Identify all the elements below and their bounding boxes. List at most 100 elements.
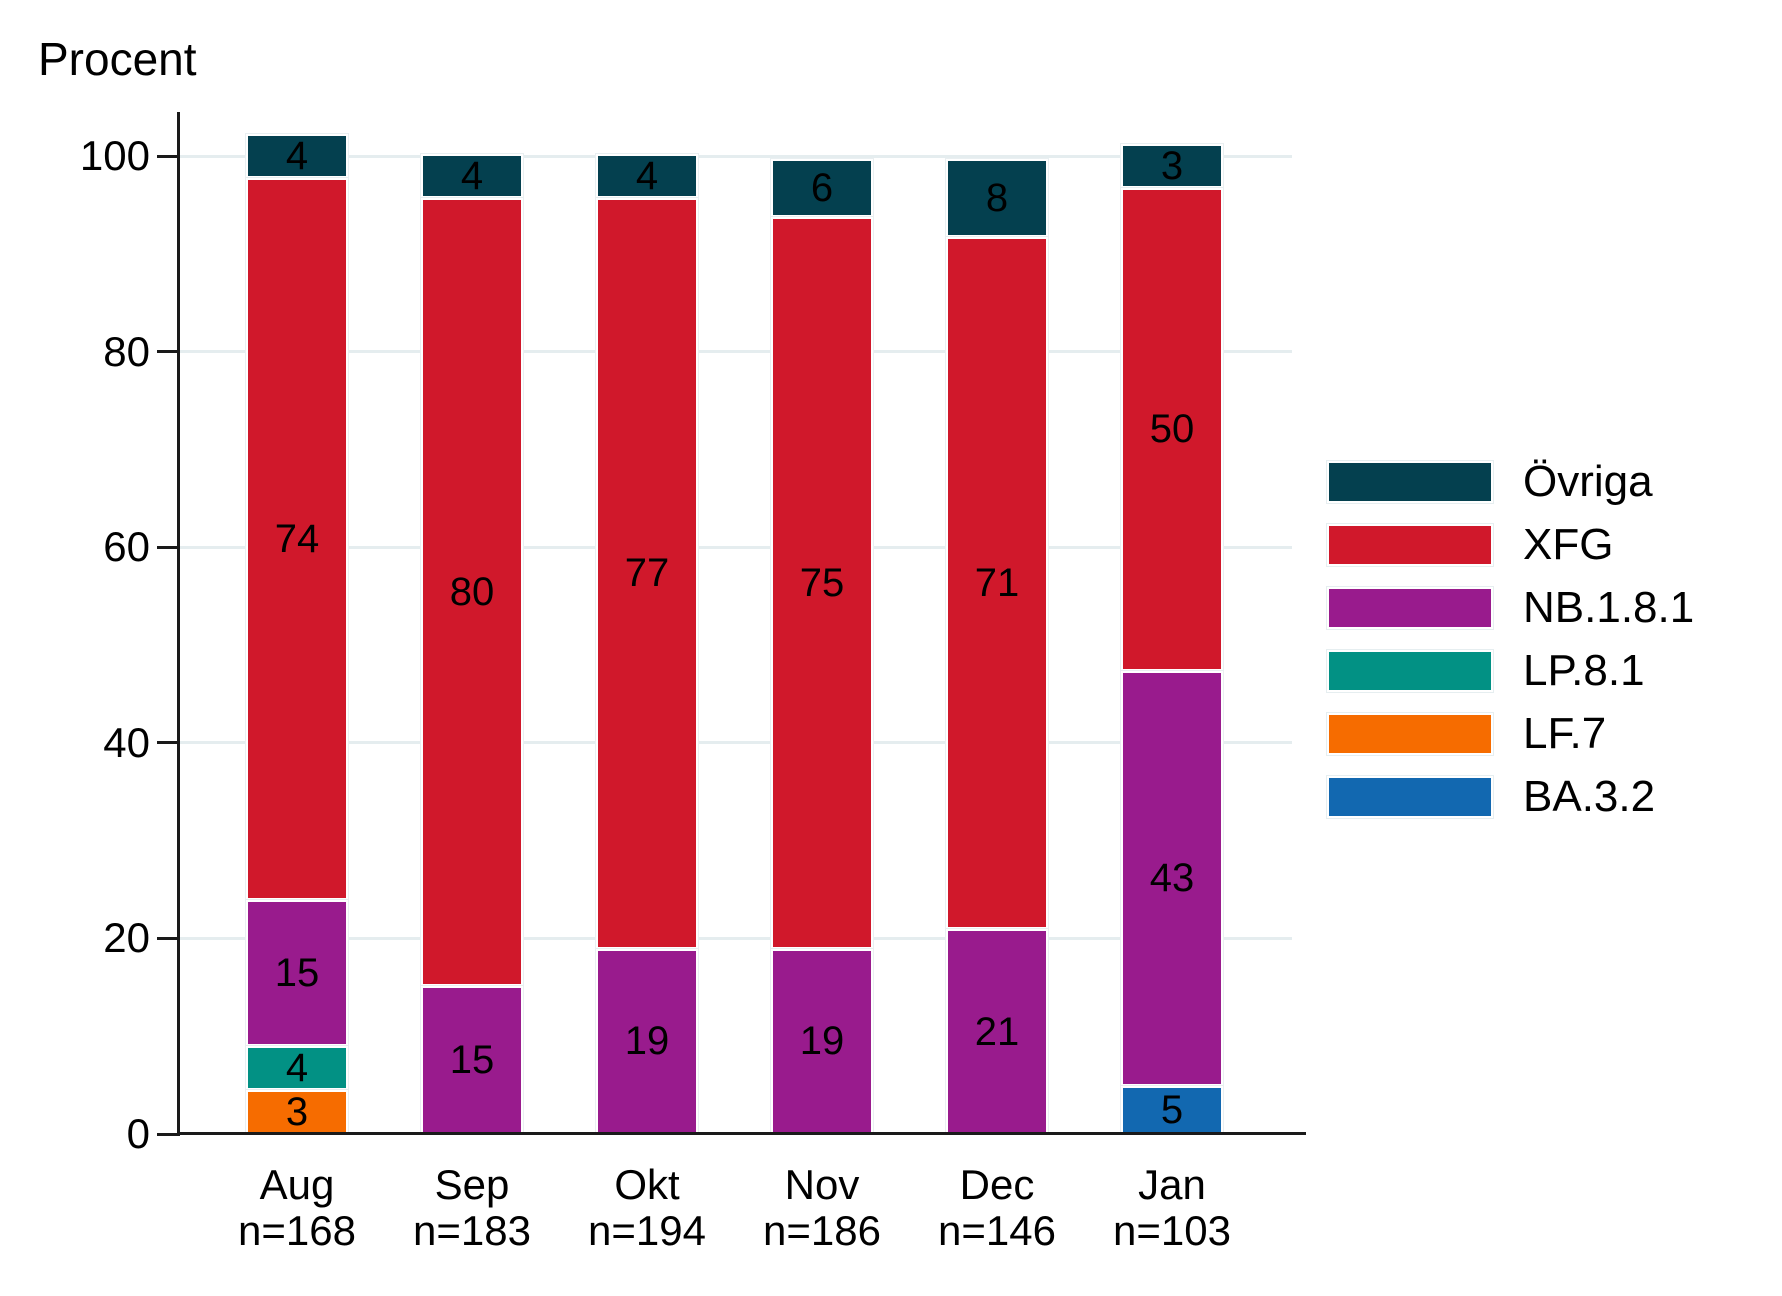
y-axis-line: [177, 112, 180, 1136]
segment-lp-8-1-aug: 4: [246, 1045, 348, 1090]
legend-item-nb-1-8-1: NB.1.8.1: [1327, 583, 1695, 632]
segment-nb-1-8-1-jan: 43: [1121, 670, 1223, 1086]
legend-label: LP.8.1: [1523, 646, 1645, 695]
segment-value-label: 5: [1160, 1087, 1184, 1132]
bar-okt: 19 77 4: [596, 153, 698, 1134]
segment-value-label: 8: [985, 175, 1009, 220]
segment-xfg-jan: 50: [1121, 187, 1223, 671]
y-tick-label-40: 40: [103, 718, 150, 766]
x-label-n: n=194: [588, 1207, 706, 1255]
legend-label: Övriga: [1523, 457, 1653, 506]
y-tick-label-100: 100: [79, 132, 150, 179]
gridline-20: [179, 936, 1292, 940]
segment-value-label: 77: [624, 551, 670, 596]
y-tick-label-60: 60: [103, 523, 150, 571]
segment-vriga-dec: 8: [946, 158, 1048, 237]
segment-value-label: 21: [974, 1009, 1020, 1054]
legend-label: BA.3.2: [1523, 772, 1656, 821]
legend-swatch-xfg: [1327, 524, 1493, 566]
x-axis-label-sep: Sep n=183: [372, 1161, 572, 1255]
gridline-60: [179, 545, 1292, 549]
segment-value-label: 4: [285, 1045, 309, 1090]
y-tick-60: [157, 545, 178, 549]
segment-value-label: 6: [810, 166, 834, 211]
segment-value-label: 19: [799, 1019, 845, 1064]
segment-value-label: 43: [1149, 856, 1195, 901]
gridline-40: [179, 741, 1292, 745]
y-tick-label-20: 20: [103, 914, 150, 962]
x-label-n: n=103: [1113, 1207, 1231, 1255]
x-label-month: Nov: [784, 1161, 860, 1208]
segment-xfg-dec: 71: [946, 236, 1048, 930]
legend-item-vriga: Övriga: [1327, 457, 1694, 506]
segment-ba-3-2-jan: 5: [1121, 1085, 1223, 1134]
y-tick-80: [157, 350, 178, 354]
x-axis-label-nov: Nov n=186: [722, 1161, 922, 1255]
y-tick-label-80: 80: [103, 327, 150, 375]
legend: Övriga XFG NB.1.8.1 LP.8.1 LF.7 BA.3.2: [1327, 457, 1695, 839]
segment-lf-7-aug: 3: [246, 1089, 348, 1134]
segment-nb-1-8-1-sep: 15: [421, 986, 523, 1134]
x-axis-label-okt: Okt n=194: [547, 1161, 747, 1255]
x-label-month: Aug: [259, 1161, 335, 1208]
legend-swatch-lp-8-1: [1327, 650, 1493, 692]
legend-swatch-nb-1-8-1: [1327, 587, 1493, 629]
x-axis-line: [177, 1132, 1306, 1135]
segment-vriga-nov: 6: [771, 158, 873, 218]
legend-swatch-vriga: [1327, 461, 1493, 503]
segment-value-label: 50: [1149, 407, 1195, 452]
x-label-month: Okt: [614, 1161, 680, 1208]
segment-xfg-nov: 75: [771, 217, 873, 949]
y-tick-label-0: 0: [126, 1110, 150, 1157]
legend-label: NB.1.8.1: [1523, 583, 1695, 632]
segment-value-label: 74: [274, 516, 320, 561]
legend-item-xfg: XFG: [1327, 520, 1694, 569]
y-tick-100: [157, 154, 178, 158]
legend-swatch-lf-7: [1327, 713, 1493, 755]
segment-nb-1-8-1-okt: 19: [596, 948, 698, 1134]
segment-value-label: 4: [285, 134, 309, 179]
bar-nov: 19 75 6: [771, 158, 873, 1134]
x-label-n: n=186: [763, 1207, 881, 1255]
x-label-month: Sep: [434, 1161, 510, 1208]
segment-value-label: 15: [449, 1038, 495, 1083]
segment-value-label: 4: [635, 153, 659, 198]
gridline-80: [179, 350, 1292, 354]
legend-label: XFG: [1523, 520, 1614, 569]
segment-value-label: 4: [460, 154, 484, 199]
y-tick-0: [157, 1132, 178, 1136]
segment-vriga-aug: 4: [246, 134, 348, 179]
y-tick-40: [157, 741, 178, 745]
x-label-n: n=146: [938, 1207, 1056, 1255]
legend-item-lf-7: LF.7: [1327, 709, 1694, 758]
bar-dec: 21 71 8: [946, 158, 1048, 1134]
bar-aug: 3 4 15 74 4: [246, 134, 348, 1134]
gridline-100: [179, 154, 1292, 158]
segment-value-label: 71: [974, 561, 1020, 606]
segment-value-label: 3: [285, 1089, 309, 1134]
x-label-month: Jan: [1138, 1161, 1206, 1208]
x-label-month: Dec: [959, 1161, 1035, 1208]
x-axis-label-dec: Dec n=146: [897, 1161, 1097, 1255]
segment-vriga-jan: 3: [1121, 143, 1223, 188]
segment-vriga-sep: 4: [421, 154, 523, 199]
legend-label: LF.7: [1523, 709, 1607, 758]
bar-sep: 15 80 4: [421, 154, 523, 1134]
x-label-n: n=168: [238, 1207, 356, 1255]
segment-vriga-okt: 4: [596, 153, 698, 198]
segment-value-label: 19: [624, 1019, 670, 1064]
segment-xfg-aug: 74: [246, 178, 348, 900]
segment-value-label: 80: [449, 570, 495, 615]
x-label-n: n=183: [413, 1207, 531, 1255]
x-axis-label-jan: Jan n=103: [1072, 1161, 1272, 1255]
x-axis-label-aug: Aug n=168: [197, 1161, 397, 1255]
segment-value-label: 75: [799, 561, 845, 606]
segment-value-label: 3: [1160, 143, 1184, 188]
legend-item-lp-8-1: LP.8.1: [1327, 646, 1694, 695]
legend-swatch-ba-3-2: [1327, 776, 1493, 818]
segment-nb-1-8-1-dec: 21: [946, 929, 1048, 1134]
segment-xfg-sep: 80: [421, 198, 523, 987]
y-tick-20: [157, 936, 178, 940]
y-axis-title: Procent: [38, 33, 197, 85]
